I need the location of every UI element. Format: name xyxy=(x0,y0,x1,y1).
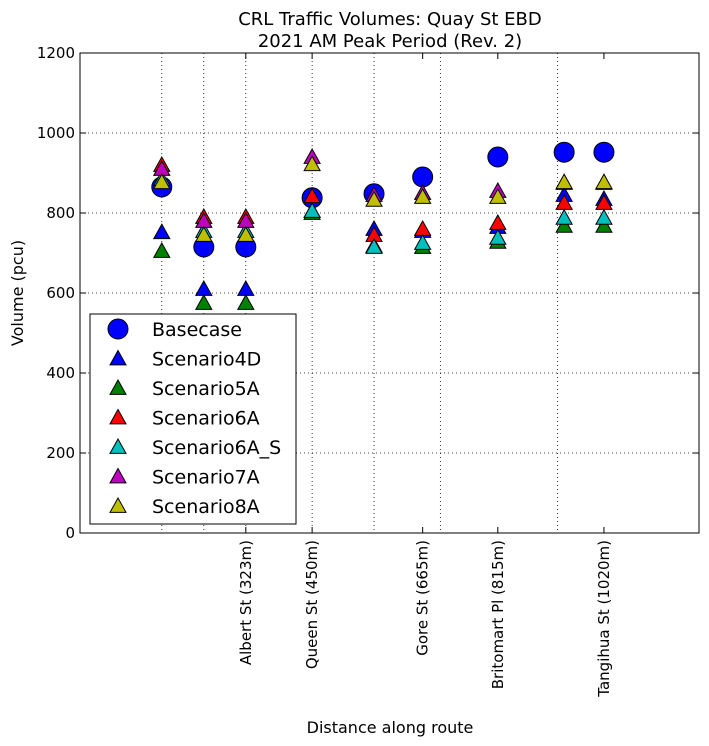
data-point xyxy=(555,173,573,190)
data-point xyxy=(365,190,383,207)
data-point xyxy=(488,228,507,245)
data-point xyxy=(555,216,573,233)
y-tick-label: 800 xyxy=(46,204,75,222)
x-axis-label: Distance along route xyxy=(307,718,474,737)
data-point xyxy=(365,237,383,254)
data-point xyxy=(152,241,171,258)
data-point xyxy=(487,146,509,168)
y-axis-label: Volume (pcu) xyxy=(8,240,27,346)
legend-marker xyxy=(109,437,127,454)
data-point xyxy=(194,225,213,242)
legend: Basecase Scenario4D Scenario5A Scenario6A Sc… xyxy=(89,313,297,525)
data-point xyxy=(303,155,321,172)
data-points xyxy=(151,141,615,310)
x-axis: Albert St (323m) Queen St (450m) Gore St (… xyxy=(237,53,613,698)
legend-label: Scenario6A_S xyxy=(152,437,281,459)
data-point xyxy=(555,208,573,225)
y-tick-label: 400 xyxy=(46,364,75,382)
y-tick-label: 200 xyxy=(46,444,75,462)
data-point xyxy=(194,293,213,310)
legend-label: Basecase xyxy=(152,319,242,341)
plot-frame xyxy=(79,52,700,534)
x-tick-label: Gore St (665m) xyxy=(414,540,432,656)
data-point xyxy=(595,216,613,233)
y-tick-label: 600 xyxy=(46,284,75,302)
data-point xyxy=(488,187,507,204)
data-point xyxy=(236,293,255,310)
chart-title: CRL Traffic Volumes: Quay St EBD xyxy=(238,9,542,30)
x-tick-label: Tangihua St (1020m) xyxy=(595,540,613,698)
data-point xyxy=(593,141,615,163)
data-point xyxy=(152,173,171,190)
legend-marker xyxy=(109,496,127,513)
legend-marker xyxy=(107,318,129,340)
data-point xyxy=(595,208,613,225)
data-point xyxy=(413,187,432,204)
x-tick-label: Britomart Pl (815m) xyxy=(489,540,507,689)
legend-marker xyxy=(109,408,127,425)
legend-label: Scenario4D xyxy=(152,349,261,371)
chart-subtitle: 2021 AM Peak Period (Rev. 2) xyxy=(258,31,522,52)
y-tick-label: 1000 xyxy=(37,124,75,142)
legend-box xyxy=(89,313,297,525)
x-tick-label: Albert St (323m) xyxy=(237,540,255,665)
data-point xyxy=(413,233,432,250)
legend-marker xyxy=(109,349,127,366)
legend-label: Scenario5A xyxy=(152,378,260,400)
data-point xyxy=(553,141,575,163)
y-tick-label: 1200 xyxy=(37,44,75,62)
data-point xyxy=(152,223,171,240)
legend-label: Scenario7A xyxy=(152,467,260,489)
data-point xyxy=(303,201,321,218)
x-tick-label: Queen St (450m) xyxy=(303,540,321,669)
data-point xyxy=(595,173,613,190)
legend-marker xyxy=(109,467,127,484)
legend-label: Scenario6A xyxy=(152,408,260,430)
legend-marker xyxy=(109,378,127,395)
legend-label: Scenario8A xyxy=(152,496,260,518)
y-tick-label: 0 xyxy=(65,524,75,542)
y-axis: 0 200 400 600 800 1000 1200 xyxy=(37,44,699,542)
data-point xyxy=(236,225,255,242)
